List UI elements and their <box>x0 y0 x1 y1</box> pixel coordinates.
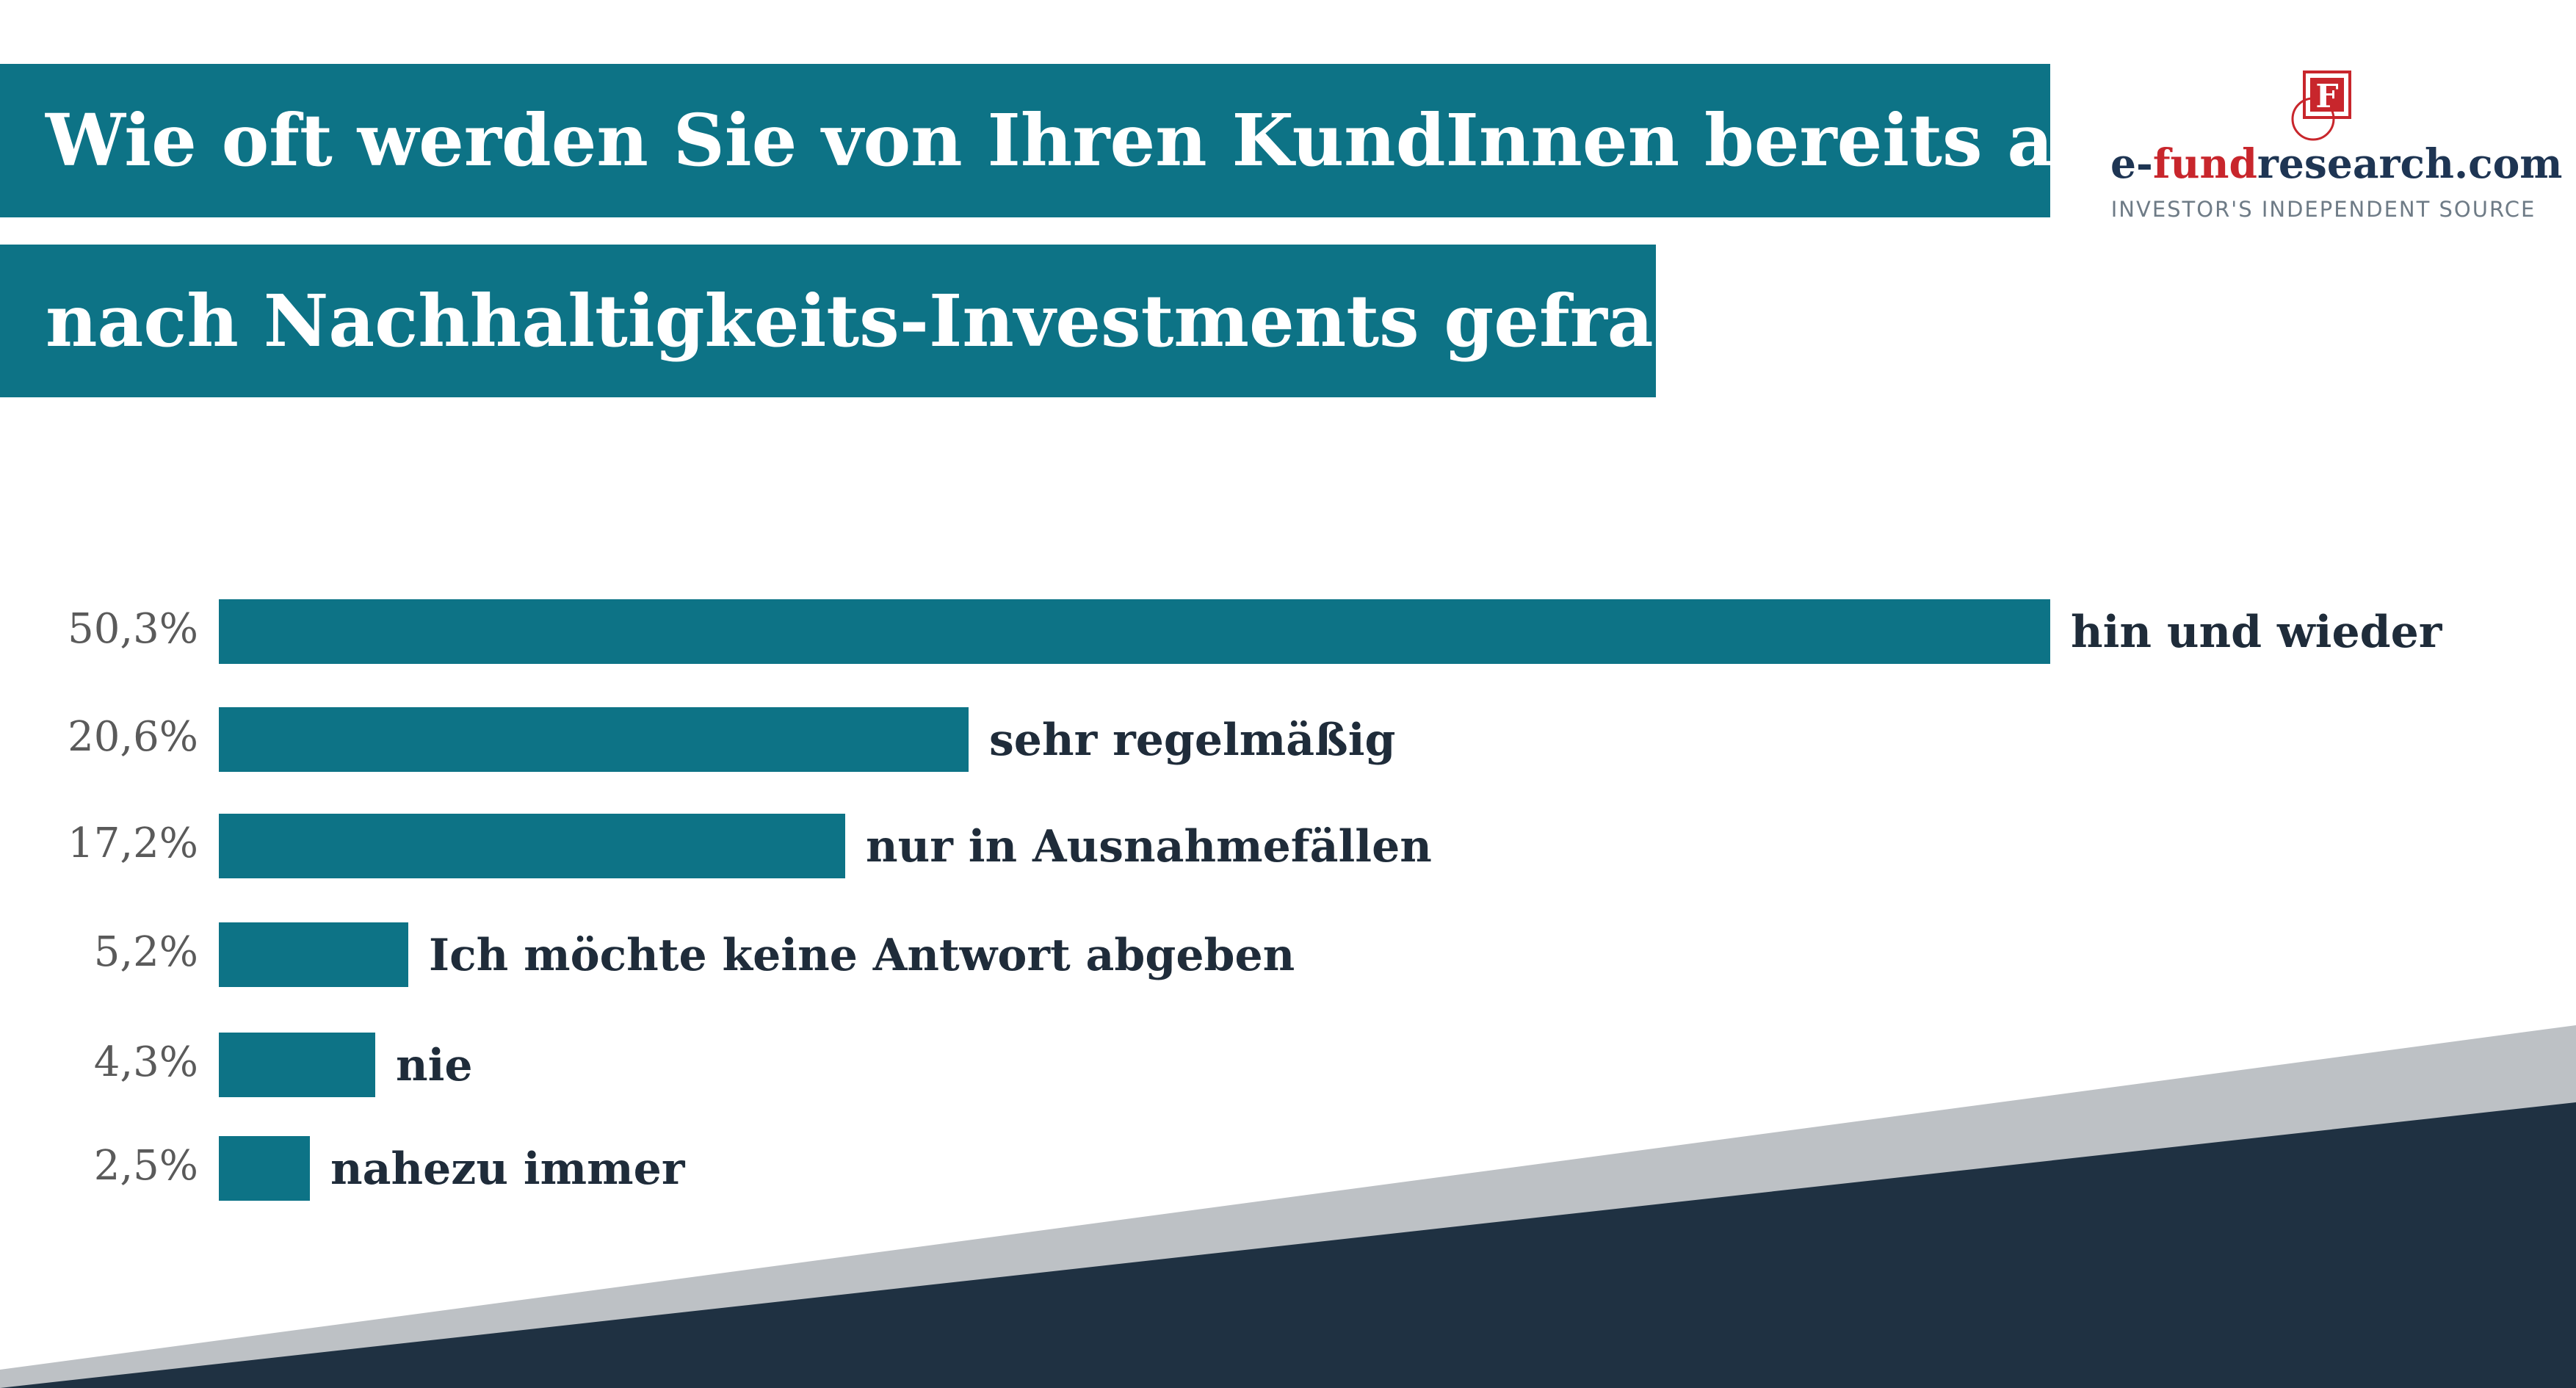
value-label: 50,3% <box>68 605 198 653</box>
title-line-2-text: nach Nachhaltigkeits-Investments gefragt… <box>46 278 1779 363</box>
value-label: 20,6% <box>68 713 198 761</box>
category-label: nie <box>396 1040 473 1091</box>
decor-navy-band <box>0 1102 2576 1388</box>
category-label: sehr regelmäßig <box>989 715 1396 766</box>
bar <box>219 814 845 878</box>
category-label: nur in Ausnahmefällen <box>866 821 1432 872</box>
bar <box>219 1033 375 1097</box>
logo-name: e-fundresearch.com <box>2110 140 2562 187</box>
value-label: 2,5% <box>93 1142 198 1190</box>
bar <box>219 1136 310 1201</box>
category-label: nahezu immer <box>330 1143 685 1195</box>
e-fundresearch-logo: F e-fundresearch.com INVESTOR'S INDEPEND… <box>2110 66 2562 228</box>
title-line-1-text: Wie oft werden Sie von Ihren KundInnen b… <box>46 98 2204 182</box>
value-label: 4,3% <box>93 1038 198 1086</box>
value-label: 5,2% <box>93 928 198 976</box>
logo-tagline: INVESTOR'S INDEPENDENT SOURCE <box>2110 197 2536 222</box>
logo-mark-icon: F <box>2291 71 2351 141</box>
logo-mark-letter: F <box>2315 78 2338 115</box>
value-label: 17,2% <box>68 820 198 867</box>
title-line-2: nach Nachhaltigkeits-Investments gefragt… <box>0 245 1778 397</box>
bar <box>219 922 408 987</box>
category-label: hin und wieder <box>2071 607 2442 658</box>
bar <box>219 707 969 772</box>
logo-name-prefix: e- <box>2110 140 2153 187</box>
logo-name-accent: fund <box>2152 140 2257 187</box>
title-line-1: Wie oft werden Sie von Ihren KundInnen b… <box>0 64 2204 217</box>
logo-name-suffix: research.com <box>2257 140 2563 187</box>
category-label: Ich möchte keine Antwort abgeben <box>429 930 1295 981</box>
bar <box>219 599 2050 664</box>
